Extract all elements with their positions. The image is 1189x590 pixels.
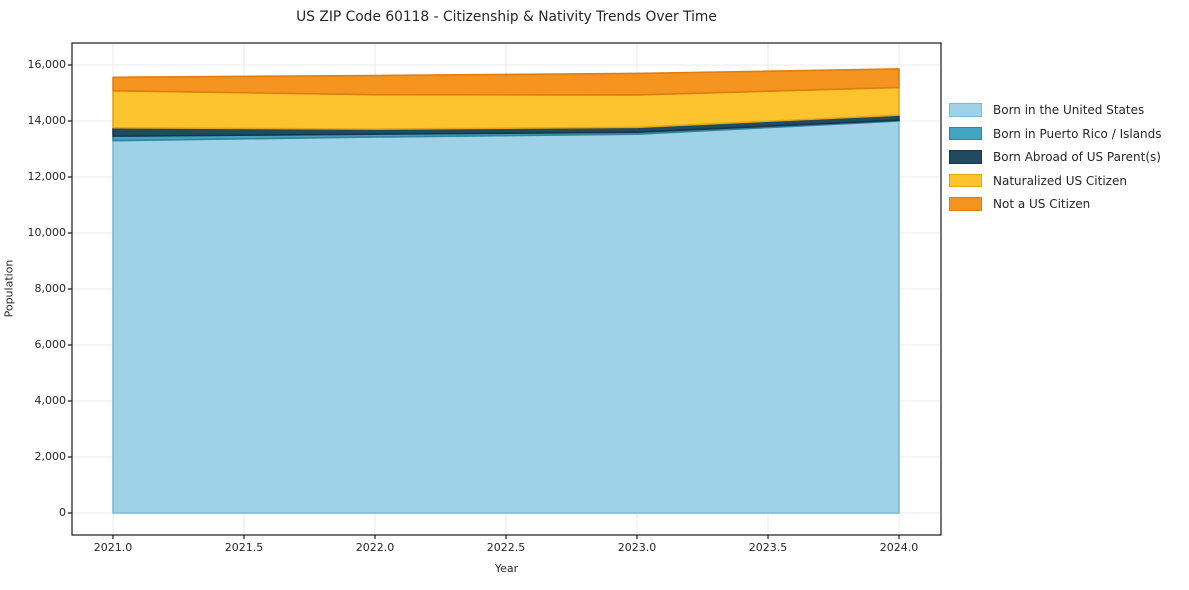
area-not-a-us-citizen [112, 68, 900, 96]
y-tick-label: 0 [59, 506, 66, 519]
legend-label: Born Abroad of US Parent(s) [993, 150, 1161, 164]
x-tick-label: 2021.0 [93, 541, 133, 554]
x-tick-label: 2023.5 [748, 541, 788, 554]
y-tick-label: 2,000 [34, 450, 67, 463]
x-tick-label: 2023.0 [617, 541, 657, 554]
x-tick-label: 2022.0 [355, 541, 395, 554]
legend-label: Born in the United States [993, 103, 1145, 117]
x-tick-label: 2021.5 [224, 541, 264, 554]
y-tick-label: 6,000 [34, 338, 67, 351]
legend-swatch-icon [949, 197, 982, 211]
legend-item: Born Abroad of US Parent(s) [949, 150, 1162, 164]
y-tick-label: 8,000 [34, 282, 67, 295]
legend-swatch-icon [949, 150, 982, 164]
legend-item: Not a US Citizen [949, 197, 1162, 211]
legend-label: Born in Puerto Rico / Islands [993, 126, 1162, 141]
legend-label: Not a US Citizen [993, 197, 1091, 211]
legend: Born in the United States Born in Puerto … [949, 103, 1162, 211]
legend-swatch-icon [949, 126, 982, 141]
y-tick-label: 4,000 [34, 394, 67, 407]
legend-swatch-icon [949, 103, 982, 117]
x-axis-label: Year [494, 562, 519, 575]
y-tick-label: 12,000 [27, 170, 67, 183]
legend-swatch-icon [949, 173, 982, 188]
legend-item: Born in the United States [949, 103, 1162, 117]
y-tick-label: 10,000 [27, 226, 67, 239]
x-tick-label: 2024.0 [879, 541, 919, 554]
y-tick-label: 14,000 [27, 114, 67, 127]
legend-label: Naturalized US Citizen [993, 173, 1127, 188]
chart-title: US ZIP Code 60118 - Citizenship & Nativi… [296, 9, 717, 25]
area-born-in-the-united-states [112, 120, 900, 514]
legend-item: Born in Puerto Rico / Islands [949, 127, 1162, 141]
y-tick-label: 16,000 [27, 58, 67, 71]
x-tick-label: 2022.5 [486, 541, 526, 554]
legend-item: Naturalized US Citizen [949, 174, 1162, 188]
